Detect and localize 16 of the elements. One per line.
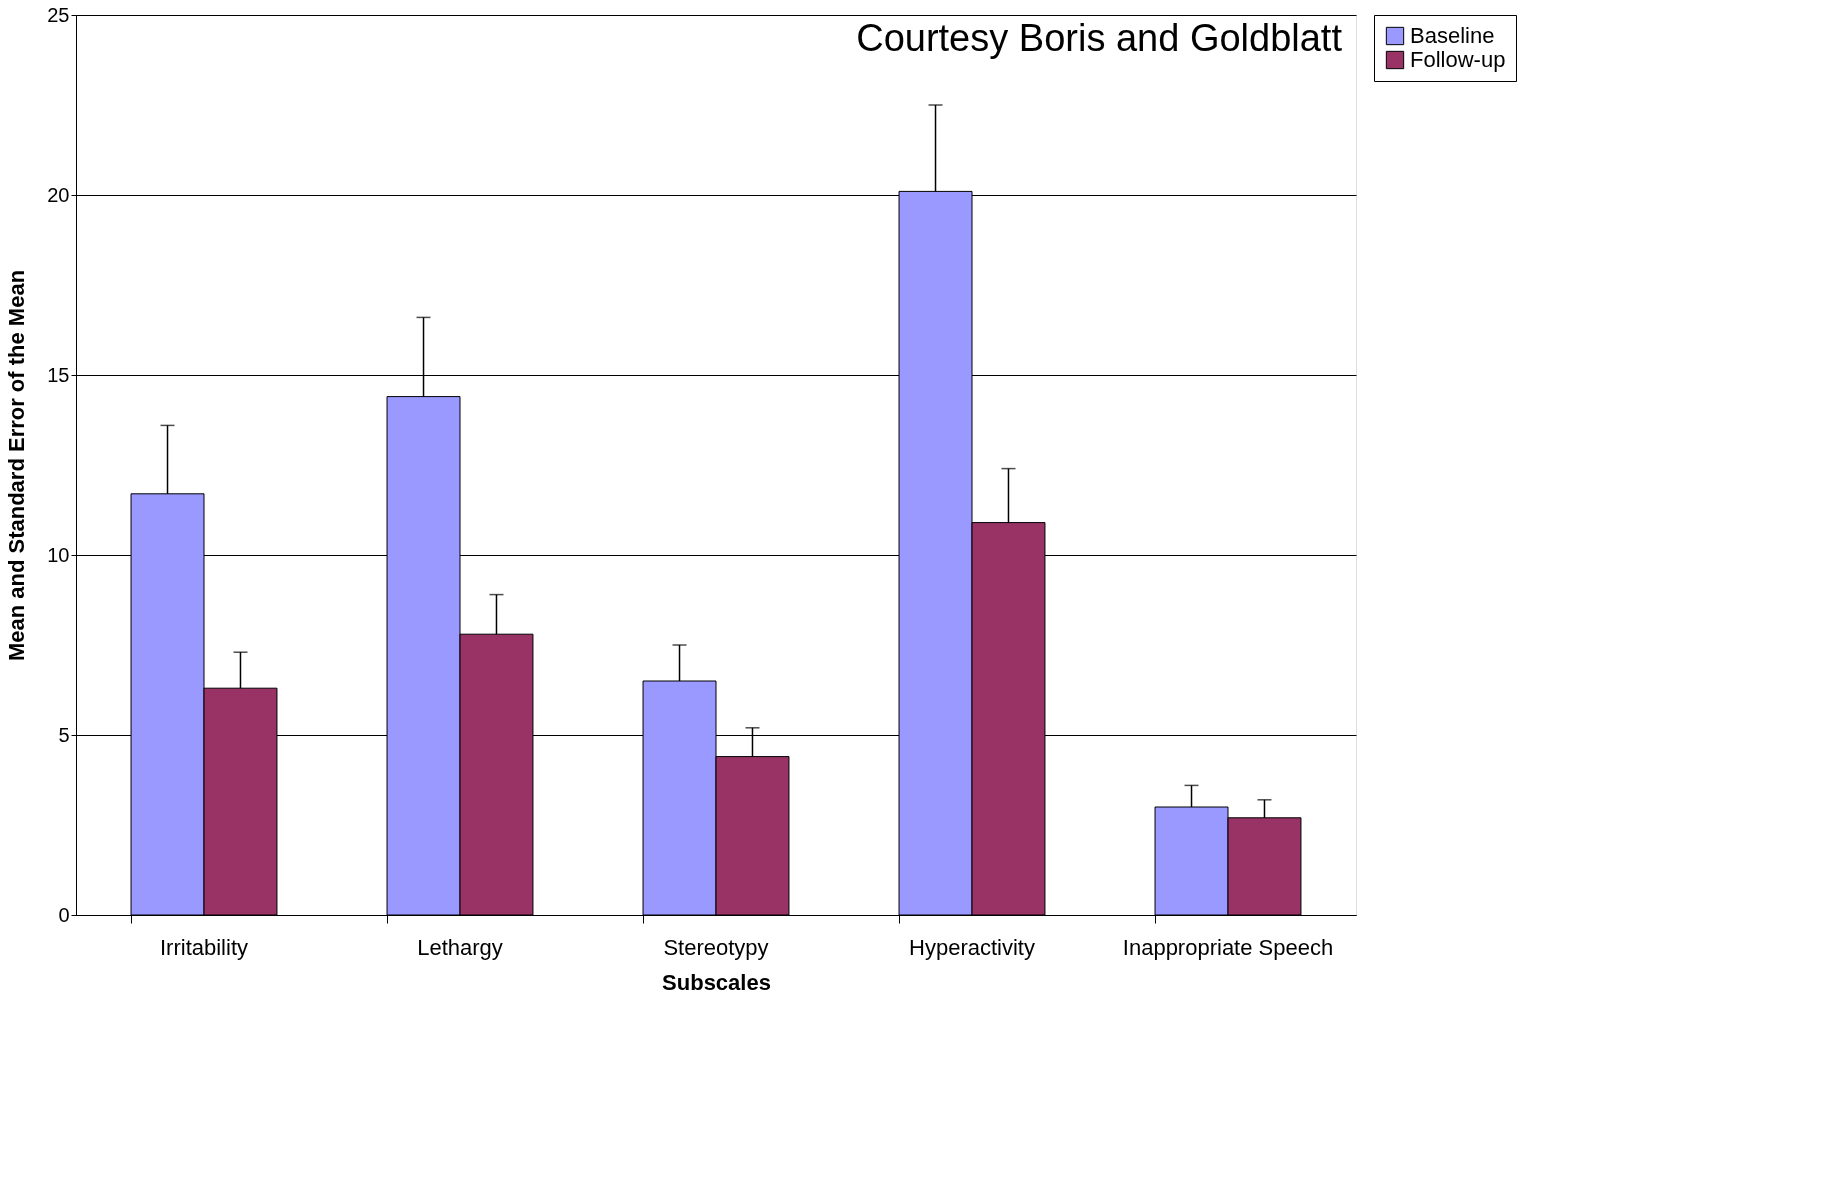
x-tick-label: Inappropriate Speech (1122, 934, 1334, 960)
legend-label: Follow-up (1410, 47, 1506, 72)
y-axis-title: Mean and Standard Error of the Mean (4, 269, 30, 662)
y-tick-label: 20 (47, 183, 70, 206)
x-tick-label: Irritability (159, 934, 249, 960)
y-tick-label: 15 (47, 363, 70, 386)
x-tick-label: Lethargy (417, 934, 503, 960)
y-tick-label: 0 (58, 903, 70, 926)
x-tick-label: Hyperactivity (909, 934, 1035, 960)
x-axis-title: Subscales (662, 969, 771, 995)
legend-label: Baseline (1410, 23, 1495, 48)
x-tick-label: Stereotypy (663, 934, 769, 960)
y-tick-label: 5 (58, 723, 70, 746)
y-tick-label: 10 (47, 543, 70, 566)
annotation: Courtesy Boris and Goldblatt (856, 17, 1343, 59)
y-tick-label: 25 (47, 3, 70, 26)
